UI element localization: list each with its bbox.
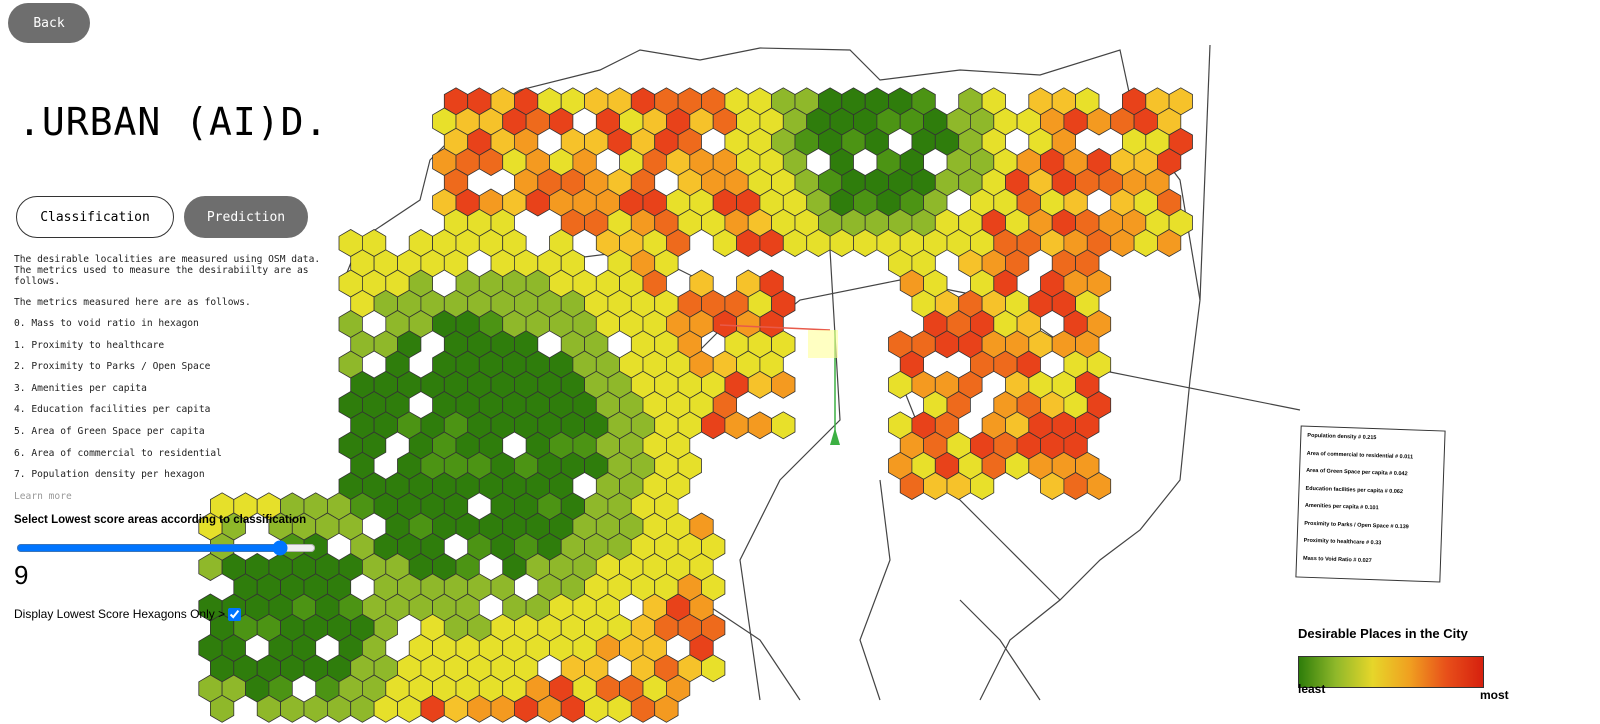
description-text: The metrics measured here are as follows… xyxy=(14,297,251,308)
legend-low: least xyxy=(1298,682,1326,696)
score-slider[interactable] xyxy=(16,540,316,556)
legend-high: most xyxy=(1480,688,1509,702)
hex-grid xyxy=(198,87,1193,723)
metric-item: 6. Area of commercial to residential xyxy=(14,447,222,459)
hexagon[interactable] xyxy=(970,472,995,500)
hexagon[interactable] xyxy=(701,654,726,683)
slider-value: 9 xyxy=(14,560,29,590)
hexagon[interactable] xyxy=(654,694,679,723)
route-marker xyxy=(719,324,840,445)
metric-item: 3. Amenities per capita xyxy=(14,382,147,394)
learn-more-link[interactable]: Learn more xyxy=(14,490,72,502)
weight-item: Mass to Void Ratio # 0.027 xyxy=(1302,555,1372,564)
slider-label: Select Lowest score areas according to c… xyxy=(14,514,307,526)
back-button[interactable]: Back xyxy=(8,3,90,43)
hexagon[interactable] xyxy=(209,694,235,723)
app-title: .URBAN (AI)D. xyxy=(18,100,329,144)
metric-item: 5. Area of Green Space per capita xyxy=(14,425,205,437)
checkbox-label: Display Lowest Score Hexagons Only > xyxy=(14,607,226,621)
tab-classification[interactable]: Classification xyxy=(16,196,174,238)
legend-title: Desirable Places in the City xyxy=(1298,626,1468,641)
hexagon[interactable] xyxy=(747,411,772,440)
metric-item: 2. Proximity to Parks / Open Space xyxy=(14,361,211,373)
metric-item: 7. Population density per hexagon xyxy=(14,469,205,481)
metrics-list: 0. Mass to void ratio in hexagon 1. Proxi… xyxy=(14,318,334,491)
hexagon[interactable] xyxy=(771,370,796,399)
tab-prediction[interactable]: Prediction xyxy=(184,196,308,238)
metric-item: 1. Proximity to healthcare xyxy=(14,339,165,351)
hexagon[interactable] xyxy=(771,411,796,440)
checkbox-row: Display Lowest Score Hexagons Only > xyxy=(14,607,242,622)
hexagon[interactable] xyxy=(1157,229,1182,257)
hexagon[interactable] xyxy=(1086,472,1112,500)
weights-box: Population density # 0.215 Area of commer… xyxy=(1295,425,1446,583)
description: The desirable localities are measured us… xyxy=(14,254,334,502)
description-text: The desirable localities are measured us… xyxy=(14,254,321,287)
metric-item: 4. Education facilities per capita xyxy=(14,404,211,416)
lowest-only-checkbox[interactable] xyxy=(228,608,242,622)
legend-gradient xyxy=(1298,656,1484,688)
metric-item: 0. Mass to void ratio in hexagon xyxy=(14,318,199,329)
